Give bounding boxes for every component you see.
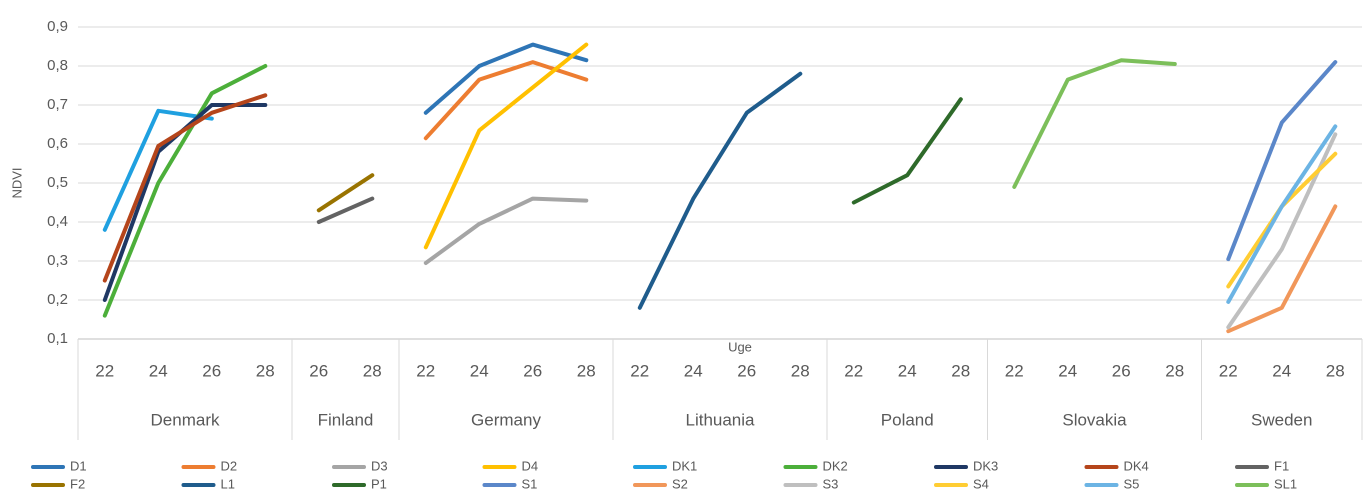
x-tick-label: 22 bbox=[1005, 361, 1024, 380]
x-tick-label: 26 bbox=[1112, 361, 1131, 380]
x-tick-label: 24 bbox=[898, 361, 917, 380]
y-axis-title: NDVI bbox=[9, 167, 24, 198]
group-label: Lithuania bbox=[685, 410, 755, 429]
y-tick-label: 0,2 bbox=[47, 291, 68, 308]
series-line bbox=[423, 60, 589, 141]
legend-label: S2 bbox=[672, 476, 688, 491]
series-line bbox=[423, 42, 589, 250]
series-line bbox=[102, 108, 214, 232]
series-line bbox=[316, 196, 375, 224]
group-label: Sweden bbox=[1251, 410, 1312, 429]
x-tick-label: 22 bbox=[95, 361, 114, 380]
x-tick-label: 24 bbox=[684, 361, 703, 380]
y-tick-label: 0,3 bbox=[47, 252, 68, 269]
legend-label: DK1 bbox=[672, 458, 697, 473]
group-label: Denmark bbox=[151, 410, 220, 429]
legend-label: P1 bbox=[371, 476, 387, 491]
y-tick-label: 0,4 bbox=[47, 213, 68, 230]
y-tick-label: 0,8 bbox=[47, 57, 68, 74]
x-tick-label: 24 bbox=[1058, 361, 1077, 380]
x-tick-label: 26 bbox=[523, 361, 542, 380]
x-axis-title: Uge bbox=[728, 339, 752, 354]
legend-label: L1 bbox=[221, 476, 235, 491]
group-label: Slovakia bbox=[1062, 410, 1127, 429]
x-tick-label: 28 bbox=[791, 361, 810, 380]
series-line bbox=[102, 64, 268, 318]
y-tick-label: 0,1 bbox=[47, 330, 68, 347]
x-tick-label: 22 bbox=[844, 361, 863, 380]
x-tick-label: 24 bbox=[470, 361, 489, 380]
x-tick-label: 22 bbox=[1219, 361, 1238, 380]
group-label: Germany bbox=[471, 410, 541, 429]
series-line bbox=[851, 97, 963, 205]
group-label: Finland bbox=[318, 410, 374, 429]
x-tick-label: 24 bbox=[149, 361, 168, 380]
x-tick-label: 26 bbox=[202, 361, 221, 380]
legend-label: D4 bbox=[522, 458, 539, 473]
series-line bbox=[1012, 58, 1177, 189]
y-tick-label: 0,5 bbox=[47, 174, 68, 191]
legend-label: S1 bbox=[522, 476, 538, 491]
series-line bbox=[1226, 204, 1338, 334]
x-tick-label: 28 bbox=[577, 361, 596, 380]
series-line bbox=[423, 196, 589, 265]
series-line bbox=[1226, 132, 1338, 330]
y-tick-label: 0,7 bbox=[47, 96, 68, 113]
series-line bbox=[637, 71, 803, 310]
group-label: Poland bbox=[881, 410, 934, 429]
legend-label: D1 bbox=[70, 458, 87, 473]
legend-label: DK3 bbox=[973, 458, 998, 473]
x-tick-label: 28 bbox=[256, 361, 275, 380]
y-tick-label: 0,9 bbox=[47, 18, 68, 35]
legend-label: DK4 bbox=[1124, 458, 1149, 473]
legend-label: D3 bbox=[371, 458, 388, 473]
x-tick-label: 22 bbox=[416, 361, 435, 380]
x-tick-label: 22 bbox=[630, 361, 649, 380]
series-line bbox=[1226, 124, 1338, 304]
x-tick-label: 26 bbox=[309, 361, 328, 380]
series-line bbox=[1226, 60, 1338, 262]
x-tick-label: 28 bbox=[1165, 361, 1184, 380]
x-tick-label: 28 bbox=[951, 361, 970, 380]
x-tick-label: 28 bbox=[1326, 361, 1345, 380]
legend-label: F2 bbox=[70, 476, 85, 491]
legend-label: D2 bbox=[221, 458, 238, 473]
legend-label: S4 bbox=[973, 476, 989, 491]
series-line bbox=[423, 42, 589, 115]
legend-label: SL1 bbox=[1274, 476, 1297, 491]
legend-label: S5 bbox=[1124, 476, 1140, 491]
y-tick-label: 0,6 bbox=[47, 135, 68, 152]
legend-label: S3 bbox=[823, 476, 839, 491]
legend-label: F1 bbox=[1274, 458, 1289, 473]
x-tick-label: 28 bbox=[363, 361, 382, 380]
x-tick-label: 26 bbox=[737, 361, 756, 380]
series-line bbox=[102, 93, 268, 283]
series-line bbox=[316, 173, 375, 213]
x-tick-label: 24 bbox=[1272, 361, 1291, 380]
legend-label: DK2 bbox=[823, 458, 848, 473]
